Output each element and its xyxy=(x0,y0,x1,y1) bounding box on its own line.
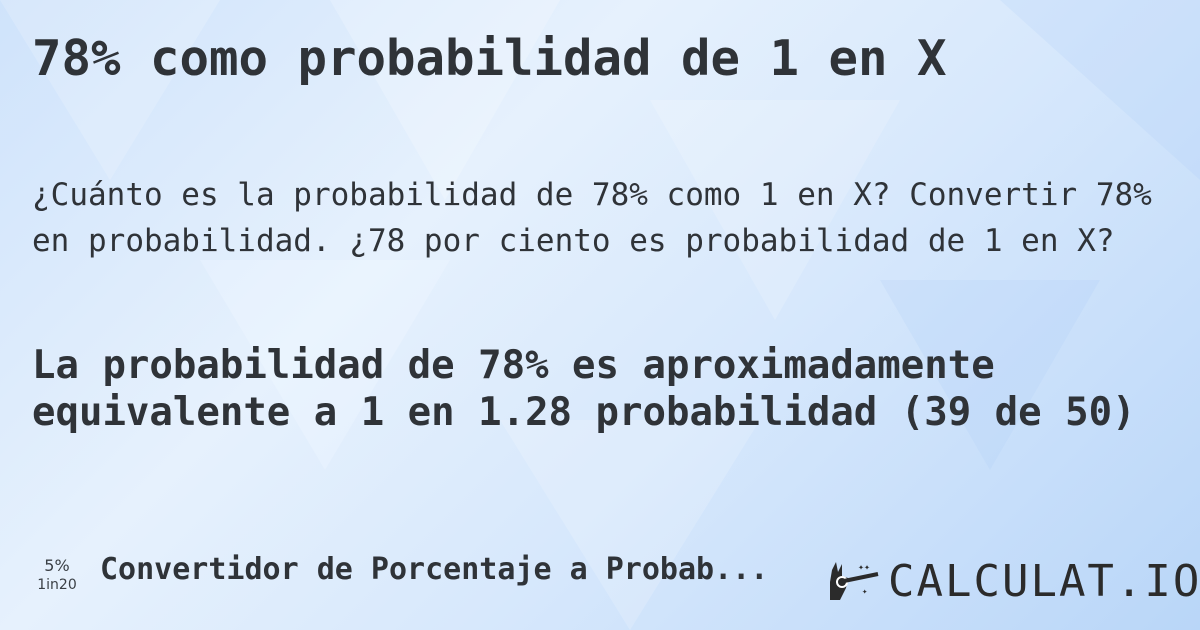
description: ¿Cuánto es la probabilidad de 78% como 1… xyxy=(32,177,1152,259)
magic-hand-icon: ✦✦ ✦ xyxy=(830,561,879,600)
page-title: 78% como probabilidad de 1 en X xyxy=(32,30,947,87)
svg-text:✦✦: ✦✦ xyxy=(858,562,870,573)
svg-text:✦: ✦ xyxy=(862,587,868,597)
converter-link[interactable]: Convertidor de Porcentaje a Probab... xyxy=(100,552,769,587)
calculat-logo[interactable]: ✦✦ ✦ CALCULAT.IO xyxy=(828,556,1200,607)
answer-text: La probabilidad de 78% es aproximadament… xyxy=(32,343,1136,435)
logo-text: CALCULAT.IO xyxy=(888,556,1200,607)
mini-odds: 1in20 xyxy=(37,577,77,593)
percent-odds-icon: 5% 1in20 xyxy=(32,556,82,593)
mini-percent: 5% xyxy=(44,556,70,575)
